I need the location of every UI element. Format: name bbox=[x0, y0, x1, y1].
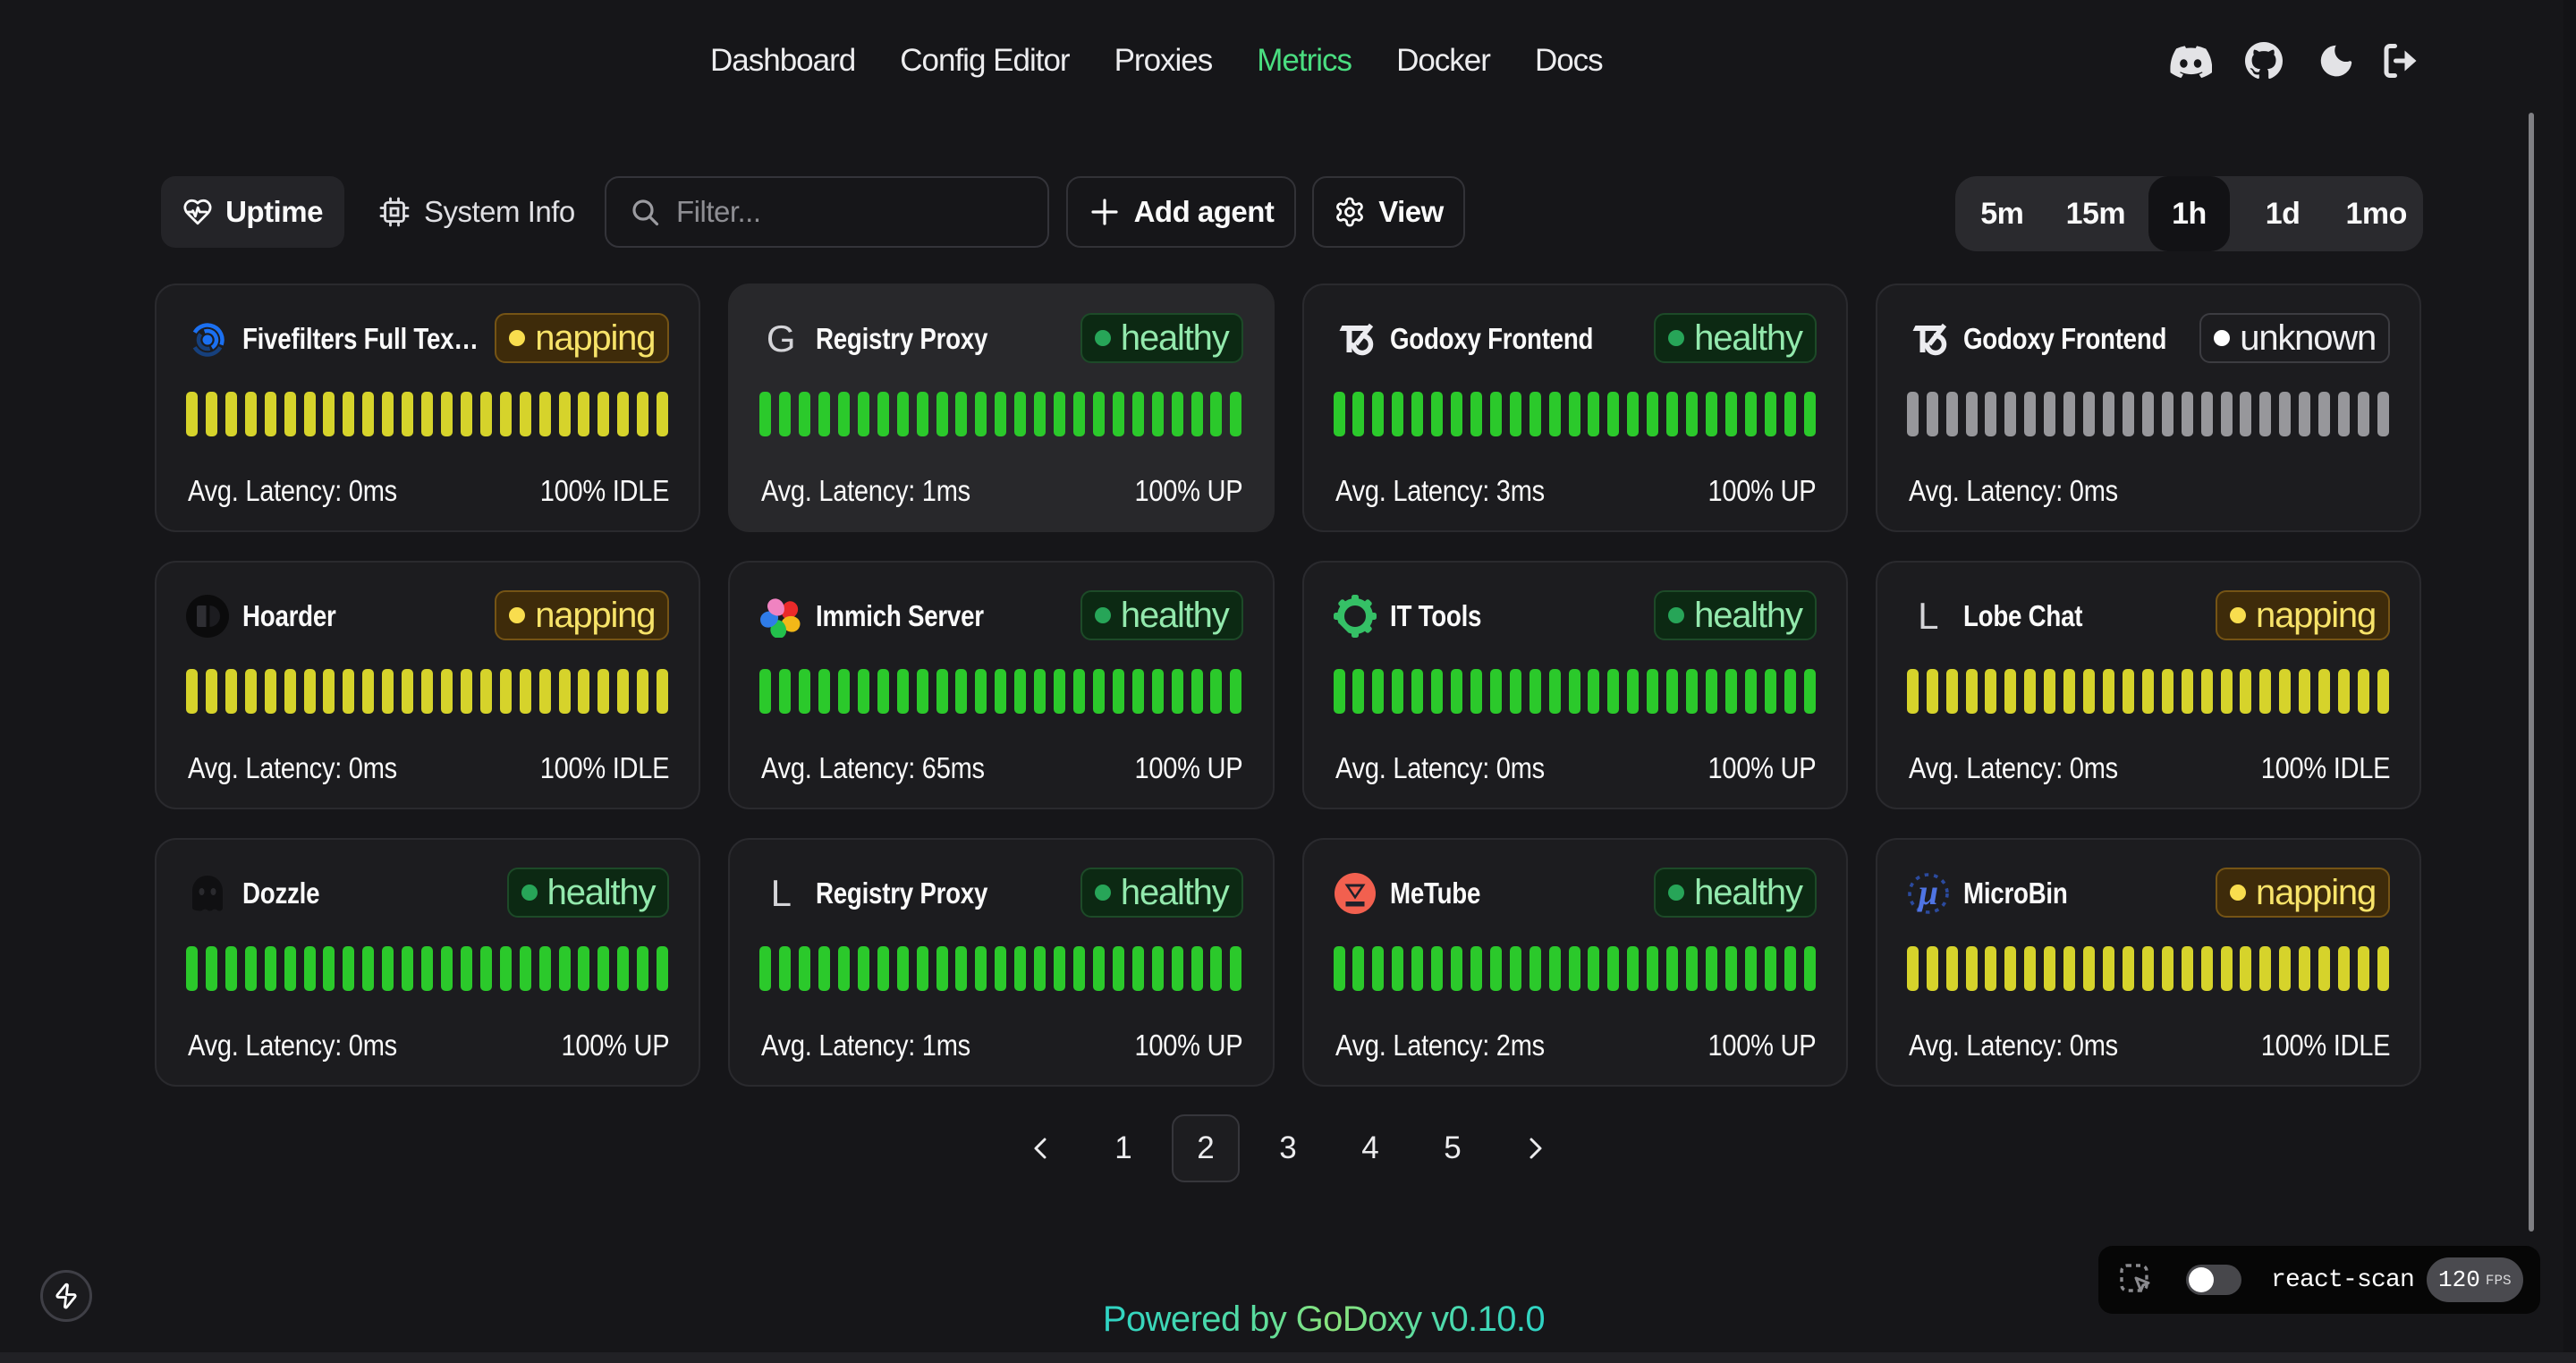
svg-text:μ: μ bbox=[1917, 872, 1938, 912]
